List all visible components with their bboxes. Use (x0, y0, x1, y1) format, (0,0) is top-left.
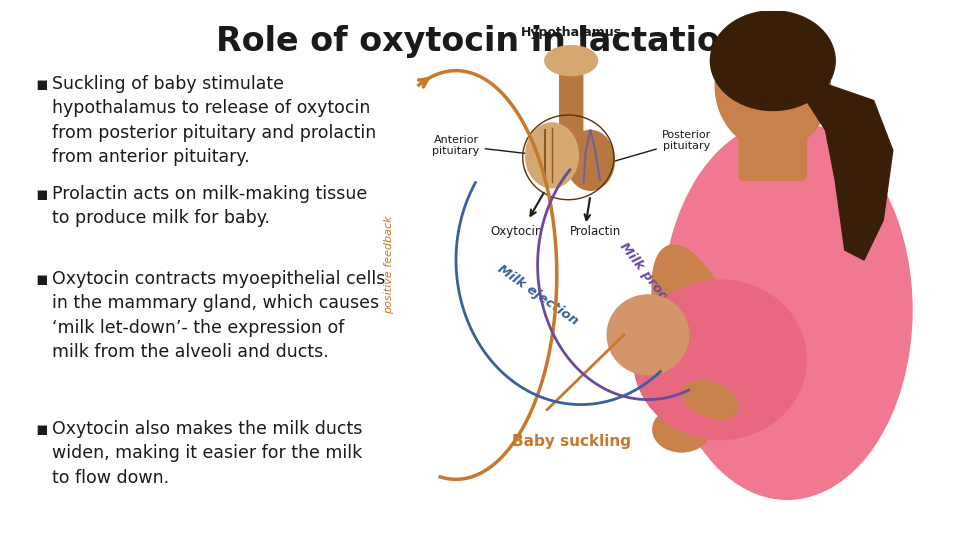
Text: Prolactin acts on milk-making tissue
to produce milk for baby.: Prolactin acts on milk-making tissue to … (52, 185, 368, 227)
Text: Role of oxytocin in lactation: Role of oxytocin in lactation (216, 25, 744, 58)
Ellipse shape (715, 21, 830, 150)
Ellipse shape (526, 123, 578, 188)
Ellipse shape (662, 120, 912, 500)
Text: Oxytocin: Oxytocin (491, 225, 542, 238)
Text: Baby suckling: Baby suckling (512, 435, 631, 449)
Ellipse shape (634, 280, 806, 440)
Ellipse shape (566, 131, 614, 190)
Ellipse shape (608, 295, 689, 375)
FancyBboxPatch shape (560, 73, 583, 137)
Text: Suckling of baby stimulate
hypothalamus to release of oxytocin
from posterior pi: Suckling of baby stimulate hypothalamus … (52, 75, 376, 166)
Text: ▪: ▪ (35, 270, 48, 289)
Text: Anterior
pituitary: Anterior pituitary (432, 134, 539, 157)
Ellipse shape (683, 380, 738, 419)
Text: Prolactin: Prolactin (569, 225, 621, 238)
Text: ▪: ▪ (35, 420, 48, 439)
Ellipse shape (653, 407, 710, 452)
Ellipse shape (545, 46, 597, 76)
Text: Milk production: Milk production (616, 240, 699, 340)
FancyBboxPatch shape (739, 111, 806, 180)
Text: ▪: ▪ (35, 185, 48, 204)
Text: Hypothalamus: Hypothalamus (520, 26, 622, 39)
Polygon shape (806, 80, 893, 260)
Ellipse shape (710, 11, 835, 111)
Text: Posterior
pituitary: Posterior pituitary (604, 130, 711, 165)
Text: Milk ejection: Milk ejection (494, 262, 581, 328)
Ellipse shape (652, 245, 750, 435)
Text: Oxytocin contracts myoepithelial cells
in the mammary gland, which causes
‘milk : Oxytocin contracts myoepithelial cells i… (52, 270, 385, 361)
Text: positive feedback: positive feedback (384, 215, 394, 314)
Text: ▪: ▪ (35, 75, 48, 94)
Text: Oxytocin also makes the milk ducts
widen, making it easier for the milk
to flow : Oxytocin also makes the milk ducts widen… (52, 420, 362, 487)
